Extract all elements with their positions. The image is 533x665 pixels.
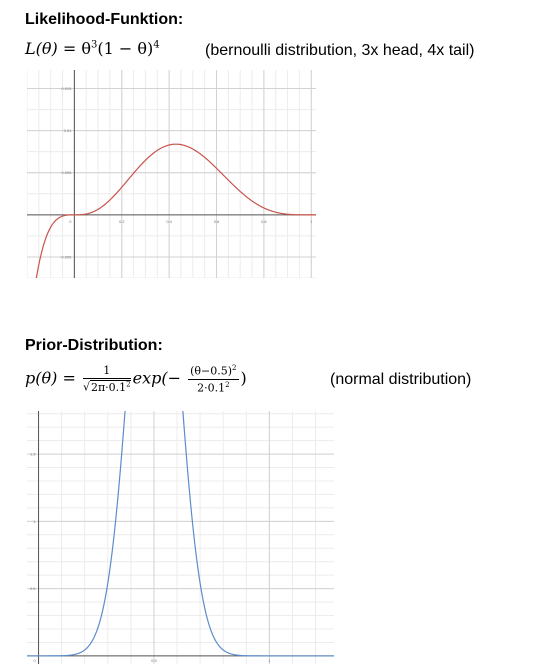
likelihood-formula-eq: =	[57, 39, 82, 58]
prior-frac2-num: (θ−0.5)2	[188, 364, 239, 380]
series-line-1	[35, 143, 316, 278]
grid-major	[27, 411, 334, 664]
x-tick-label: 0.5	[151, 658, 157, 663]
prior-frac1-den-value: 2π·0.1	[90, 380, 127, 394]
prior-frac2-num-exp: 2	[232, 364, 237, 372]
prior-frac1-num: 1	[82, 364, 131, 380]
y-tick-label: 0.005	[61, 170, 72, 175]
x-tick-label: 0	[33, 658, 36, 663]
likelihood-note: (bernoulli distribution, 3x head, 4x tai…	[205, 42, 475, 59]
series-line-2	[27, 411, 334, 657]
likelihood-formula-mid: (1 − θ)	[97, 39, 154, 58]
prior-note: (normal distribution)	[330, 371, 472, 388]
y-tick-label: 0.5	[30, 586, 36, 591]
y-tick-label: 1	[33, 519, 36, 524]
prior-frac2-den-value: 2·0.1	[197, 381, 226, 395]
likelihood-formula-exp2: 4	[153, 39, 160, 51]
prior-frac2-den-exp: 2	[225, 380, 230, 389]
prior-frac1: 1 √2π·0.12	[82, 364, 131, 394]
prior-frac2-den: 2·0.12	[188, 380, 238, 395]
y-tick-label: -0.005	[60, 254, 72, 259]
likelihood-formula-exp1: 3	[90, 39, 98, 51]
x-tick-label: 1	[310, 219, 313, 224]
likelihood-formula-base: θ	[81, 39, 91, 58]
likelihood-chart: 0 0.2 0.4 0.6 0.8 1 -0.005 0.005 0.01 0.015	[27, 70, 316, 278]
likelihood-formula-lhs: L(θ)	[25, 39, 58, 58]
likelihood-heading: Likelihood-Funktion:	[25, 11, 184, 28]
prior-frac1-den: √2π·0.12	[83, 379, 131, 394]
prior-chart: 0 0.5 1 0.5 1 1.5	[27, 411, 334, 664]
prior-frac2-num-value: (θ−0.5)	[190, 364, 233, 378]
x-tick-label: 0	[69, 219, 72, 224]
x-tick-label: 1	[268, 658, 271, 663]
prior-formula-lhs: p(θ)	[25, 368, 58, 388]
sqrt-icon: √	[82, 380, 90, 394]
x-tick-label: 0.4	[166, 219, 172, 224]
x-tick-label: 0.8	[261, 219, 267, 224]
likelihood-formula: L(θ) = θ3(1 − θ)4	[25, 39, 160, 58]
prior-formula-eq: =	[57, 368, 81, 388]
x-tick-label: 0.2	[119, 219, 125, 224]
y-tick-label: 0.01	[64, 128, 73, 133]
prior-formula: p(θ) = 1 √2π·0.12 exp(− (θ−0.5)2 2·0.12 …	[25, 364, 247, 394]
prior-exp-suffix: )	[240, 368, 247, 388]
prior-frac2: (θ−0.5)2 2·0.12	[188, 364, 239, 395]
y-tick-label: 1.5	[30, 452, 36, 457]
y-tick-label: 0.015	[61, 86, 72, 91]
prior-heading: Prior-Distribution:	[25, 337, 163, 354]
x-tick-label: 0.6	[214, 219, 220, 224]
grid-minor	[27, 411, 334, 664]
prior-exp-prefix: exp(−	[132, 368, 182, 388]
prior-frac1-den-exp: 2	[126, 380, 131, 389]
